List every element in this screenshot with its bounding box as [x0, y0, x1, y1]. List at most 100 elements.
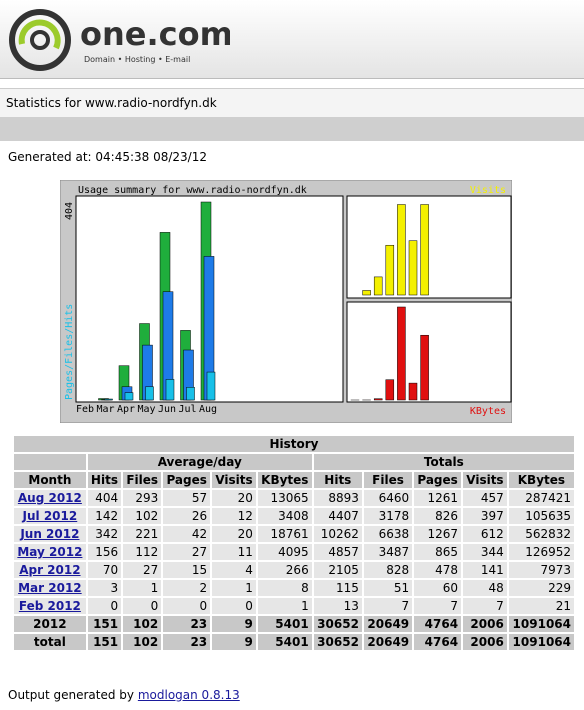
- value-cell: 1: [210, 578, 258, 598]
- data-row: Feb 2012 0 0 0 0 1 13 7 7 7 21: [12, 596, 577, 616]
- summary-cell: 151: [85, 632, 124, 652]
- summary-cell: 1091064: [506, 632, 577, 652]
- history-table: History Average/day Totals Month Hits Files Pa…: [12, 434, 577, 652]
- summary-cell: 30652: [311, 614, 364, 634]
- value-cell: 7973: [506, 560, 577, 580]
- column-row: Month Hits Files Pages Visits KBytes Hits Files…: [12, 470, 577, 490]
- month-link[interactable]: Apr 2012: [19, 563, 81, 577]
- value-cell: 51: [361, 578, 415, 598]
- pages-bar: [124, 392, 134, 401]
- value-cell: 112: [121, 542, 164, 562]
- value-cell: 102: [121, 506, 164, 526]
- kbytes-bar: [420, 334, 429, 401]
- value-cell: 15: [161, 560, 213, 580]
- month-link[interactable]: May 2012: [17, 545, 83, 559]
- month-link[interactable]: Aug 2012: [17, 491, 82, 505]
- month-link[interactable]: Jun 2012: [20, 527, 80, 541]
- summary-cell: 4764: [412, 614, 464, 634]
- value-cell: 0: [161, 596, 213, 616]
- value-cell: 27: [161, 542, 213, 562]
- summary-cell: 5401: [255, 614, 314, 634]
- visits-bar: [397, 204, 406, 296]
- visits-bar: [385, 244, 395, 296]
- month-cell: Aug 2012: [12, 488, 88, 508]
- summary-label: total: [12, 632, 88, 652]
- data-row: May 2012 156 112 27 11 4095 4857 3487 865 344 1269…: [12, 542, 577, 562]
- value-cell: 287421: [506, 488, 577, 508]
- summary-cell: 23: [161, 614, 213, 634]
- column-header: Hits: [311, 470, 364, 490]
- pages-bar: [186, 387, 195, 401]
- group-row: Average/day Totals: [12, 452, 577, 472]
- value-cell: 70: [85, 560, 124, 580]
- value-cell: 457: [461, 488, 509, 508]
- value-cell: 142: [85, 506, 124, 526]
- generated: Generated at: 04:45:38 08/23/12: [8, 150, 207, 164]
- group-header: Average/day: [85, 452, 314, 472]
- title-row: History: [12, 434, 576, 454]
- summary-cell: 151: [85, 614, 124, 634]
- site-bar: Statistics for www.radio-nordfyn.dk: [0, 88, 584, 117]
- value-cell: 0: [121, 596, 164, 616]
- column-header: Month: [12, 470, 88, 490]
- pages-bar: [165, 379, 175, 401]
- value-cell: 2105: [311, 560, 364, 580]
- value-cell: 2: [161, 578, 213, 598]
- value-cell: 266: [255, 560, 314, 580]
- value-cell: 397: [461, 506, 509, 526]
- value-cell: 115: [311, 578, 364, 598]
- footer-link[interactable]: modlogan 0.8.13: [137, 688, 240, 702]
- month-label: Jun: [158, 404, 176, 415]
- value-cell: 404: [85, 488, 124, 508]
- logo-swirl: [18, 19, 61, 50]
- month-link[interactable]: Jul 2012: [22, 509, 78, 523]
- value-cell: 57: [161, 488, 213, 508]
- month-link[interactable]: Mar 2012: [18, 581, 82, 595]
- value-cell: 828: [361, 560, 415, 580]
- group-header: Totals: [311, 452, 577, 472]
- column-header: Visits: [461, 470, 509, 490]
- pages-bar: [145, 386, 154, 401]
- value-cell: 1: [255, 596, 314, 616]
- value-cell: 26: [161, 506, 213, 526]
- column-header: Hits: [85, 470, 124, 490]
- summary-cell: 5401: [255, 632, 314, 652]
- summary-cell: 20649: [361, 614, 415, 634]
- value-cell: 3178: [361, 506, 415, 526]
- data-row: Jul 2012 142 102 26 12 3408 4407 3178 826 397 1056…: [12, 506, 577, 526]
- month-label: Aug: [199, 404, 217, 415]
- value-cell: 4857: [311, 542, 364, 562]
- value-cell: 126952: [506, 542, 577, 562]
- month-cell: Feb 2012: [12, 596, 88, 616]
- month-label: Jul: [178, 404, 196, 415]
- visits-bar: [420, 204, 429, 296]
- footer-text: Output generated by: [8, 688, 135, 702]
- chart-title: Usage summary for www.radio-nordfyn.dk: [78, 185, 307, 196]
- value-cell: 12: [210, 506, 258, 526]
- left-max: 404: [64, 202, 75, 220]
- data-row: Jun 2012 342 221 42 20 18761 10262 6638 1267 612 5…: [12, 524, 577, 544]
- value-cell: 13065: [255, 488, 314, 508]
- month-label: Mar: [96, 404, 114, 415]
- value-cell: 7: [461, 596, 509, 616]
- kbytes-bar: [385, 379, 395, 401]
- month-link[interactable]: Feb 2012: [18, 599, 81, 613]
- value-cell: 27: [121, 560, 164, 580]
- kbytes-label: KBytes: [470, 406, 506, 417]
- value-cell: 4: [210, 560, 258, 580]
- summary-cell: 4764: [412, 632, 464, 652]
- summary-row: total 151 102 23 9 5401 30652 20649 4764 2006 1091…: [12, 632, 577, 652]
- value-cell: 105635: [506, 506, 577, 526]
- value-cell: 42: [161, 524, 213, 544]
- value-cell: 221: [121, 524, 164, 544]
- data-row: Mar 2012 3 1 2 1 8 115 51 60 48 229: [12, 578, 577, 598]
- value-cell: 3408: [255, 506, 314, 526]
- month-cell: Mar 2012: [12, 578, 88, 598]
- value-cell: 1267: [412, 524, 464, 544]
- month-label: May: [137, 404, 155, 415]
- column-header: KBytes: [255, 470, 314, 490]
- logo-core: [30, 30, 50, 50]
- value-cell: 562832: [506, 524, 577, 544]
- table-title: History: [12, 434, 576, 454]
